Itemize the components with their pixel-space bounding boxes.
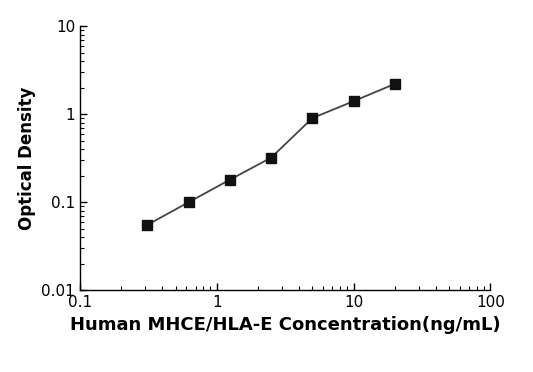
X-axis label: Human MHCE/HLA-E Concentration(ng/mL): Human MHCE/HLA-E Concentration(ng/mL) [70,315,500,334]
Y-axis label: Optical Density: Optical Density [18,86,36,230]
